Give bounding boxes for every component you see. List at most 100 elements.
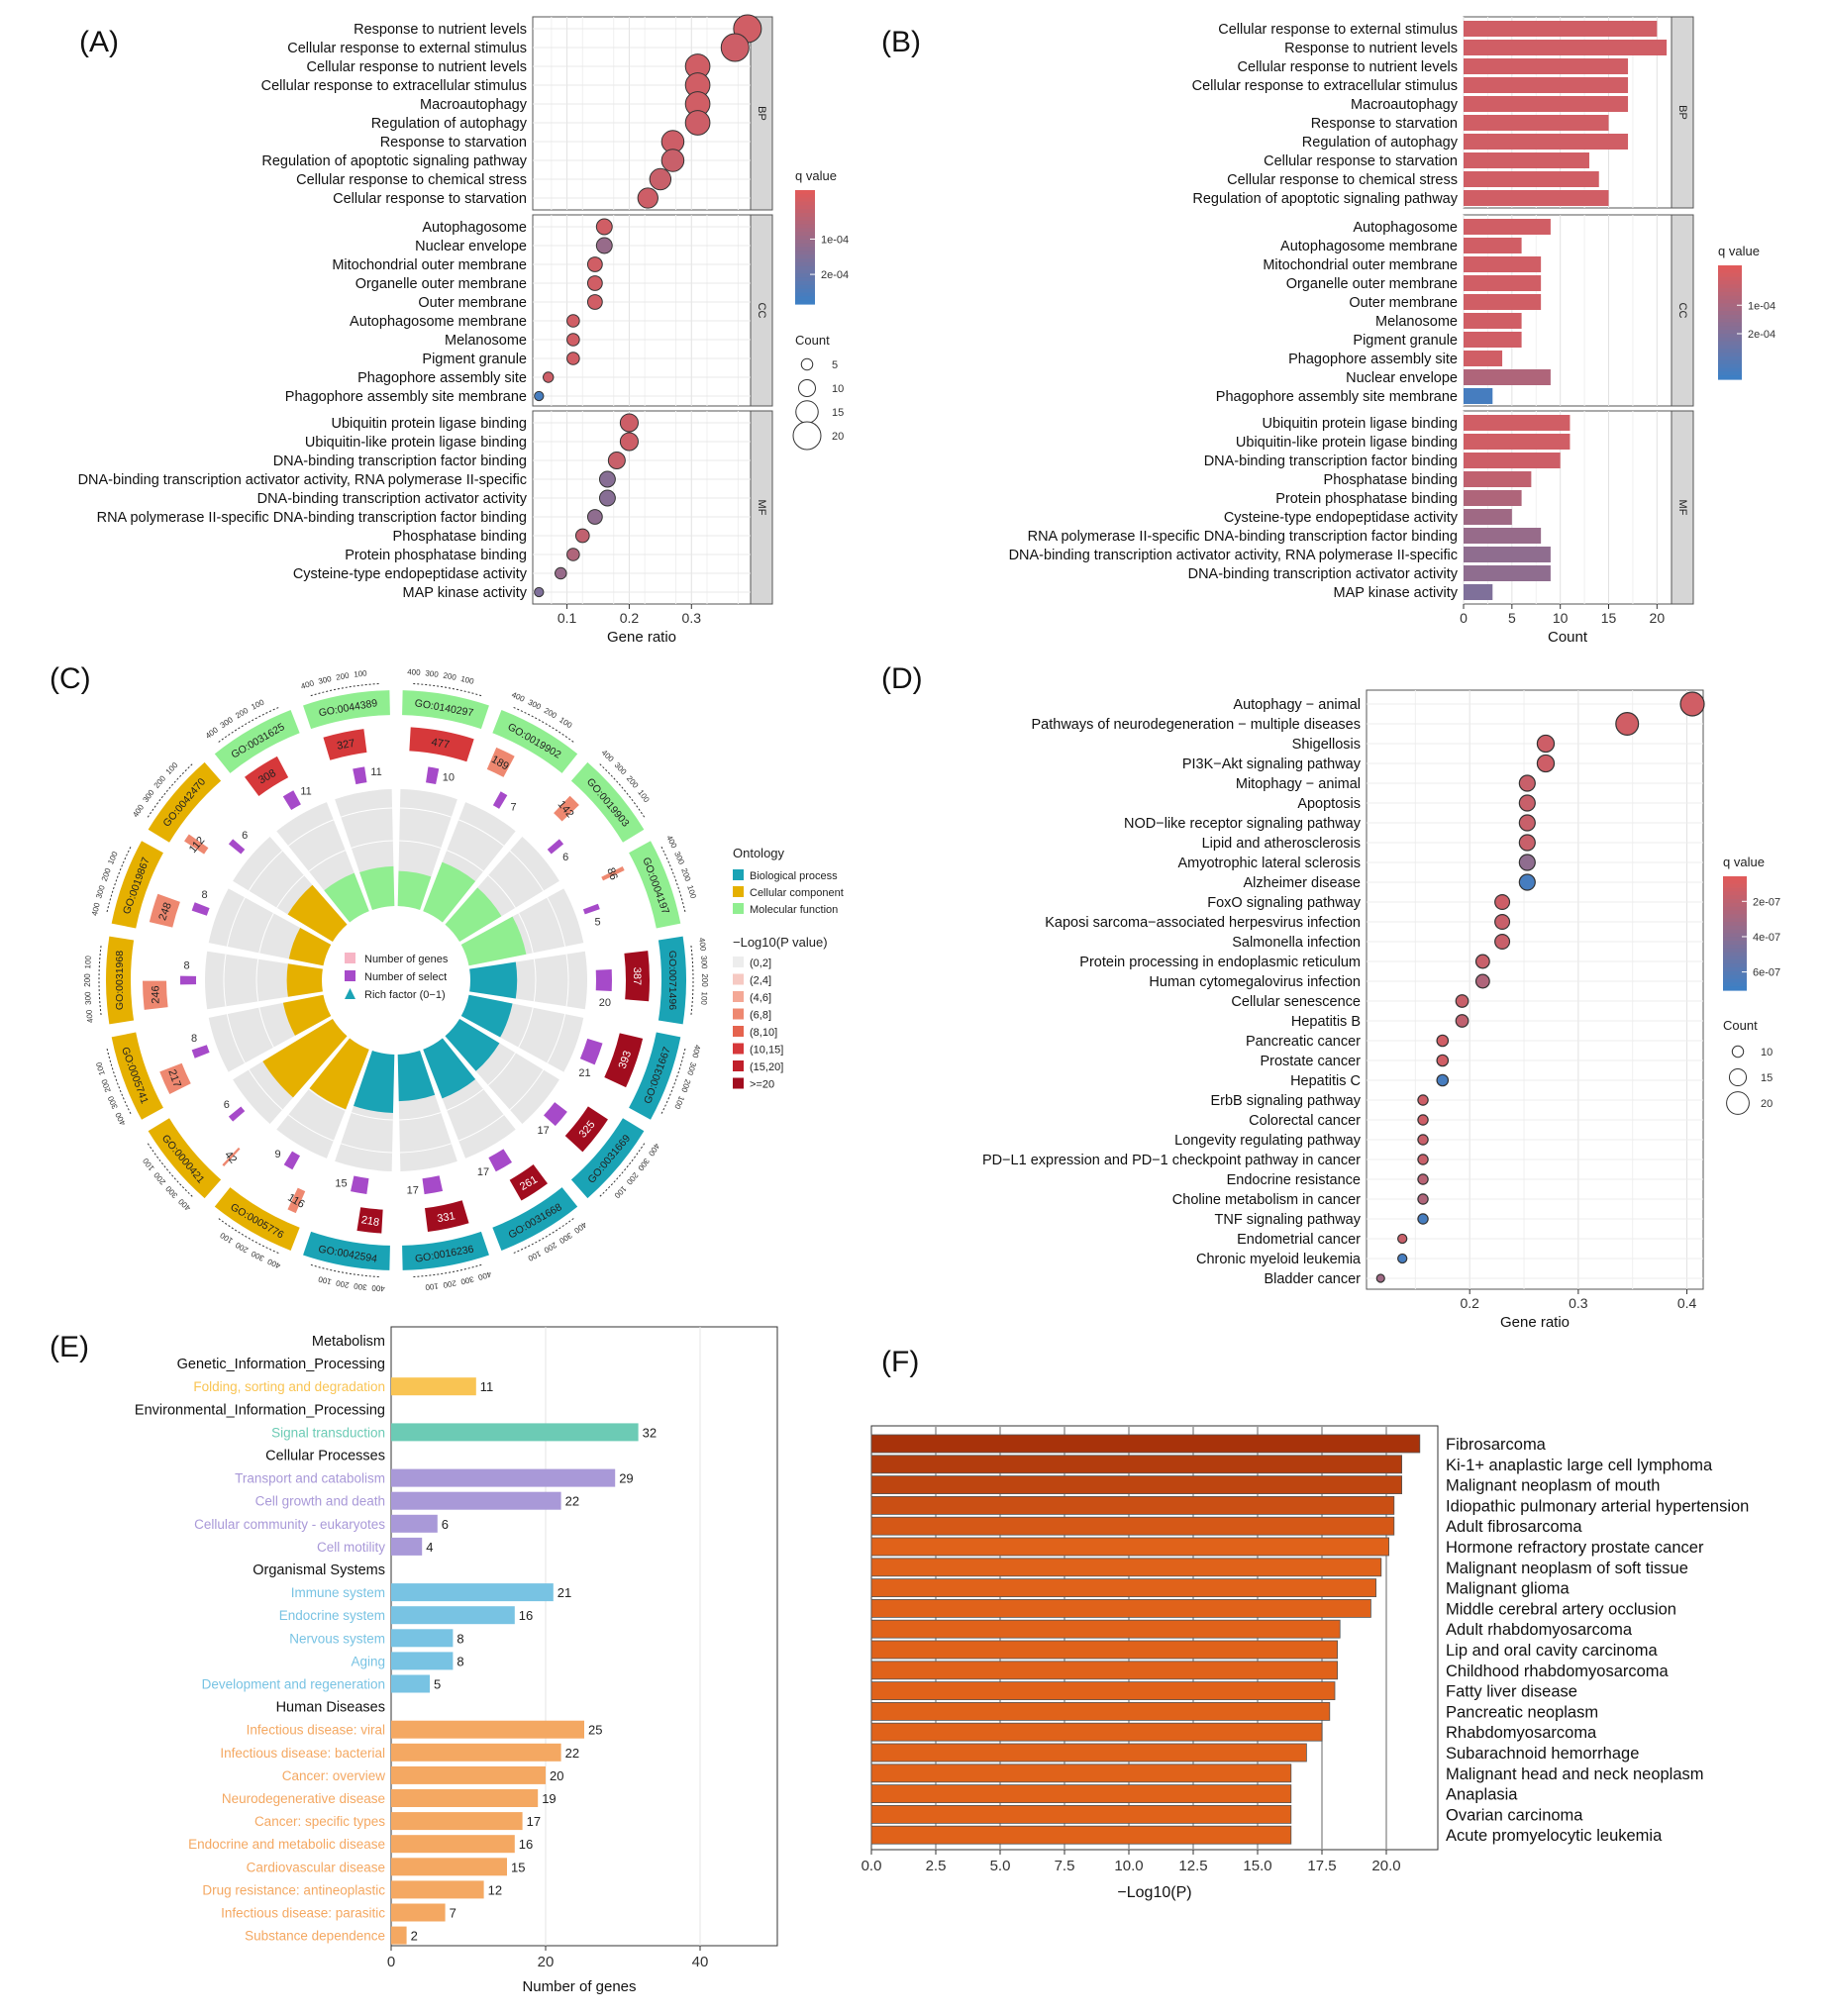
bar xyxy=(391,1468,616,1487)
facet-strip-label: CC xyxy=(756,303,767,319)
legend-gradient-step xyxy=(1718,276,1742,281)
center-legend-swatch xyxy=(345,988,355,999)
scale-tick-label: 100 xyxy=(141,1156,156,1172)
select-count-label: 6 xyxy=(242,830,248,842)
rich-factor-bar xyxy=(309,1038,369,1110)
p-legend-swatch xyxy=(733,1060,744,1071)
scale-tick-label: 400 xyxy=(476,1269,492,1282)
outer-go-sector xyxy=(303,690,390,730)
ontology-legend-label: Molecular function xyxy=(750,904,838,916)
legend-gradient-step xyxy=(795,224,815,229)
legend-gradient-step xyxy=(795,265,815,271)
p-legend-label: (10,15] xyxy=(750,1045,783,1057)
legend-gradient-step xyxy=(1718,280,1742,285)
legend-gradient-step xyxy=(795,201,815,206)
gene-count-bar xyxy=(356,1207,383,1234)
bar xyxy=(1464,332,1522,348)
x-tick-label: 7.5 xyxy=(1055,1858,1075,1874)
bar-value-label: 19 xyxy=(542,1791,556,1806)
legend-gradient-step xyxy=(1723,948,1747,954)
scale-tick-label: 300 xyxy=(425,668,440,679)
bar-value-label: 8 xyxy=(456,1654,463,1668)
legend-gradient-step xyxy=(1718,303,1742,308)
bar xyxy=(1464,77,1629,93)
bar xyxy=(870,1640,1339,1660)
legend-gradient-step xyxy=(1723,941,1747,946)
bar xyxy=(391,1491,561,1510)
bar xyxy=(391,1765,546,1784)
term-label: Cellular response to extracellular stimu… xyxy=(1192,78,1458,94)
rich-gridline xyxy=(248,850,283,891)
legend-gradient-step xyxy=(1718,363,1742,369)
legend-gradient-step xyxy=(1723,918,1747,923)
term-label: Cellular response to starvation xyxy=(333,191,527,207)
x-tick-label: 0.3 xyxy=(1569,1295,1588,1311)
term-label: Autophagosome xyxy=(422,220,527,236)
term-label: MAP kinase activity xyxy=(1334,585,1459,601)
scale-tick-label: 300 xyxy=(94,884,107,900)
legend-tick-label: 2e-04 xyxy=(821,269,849,281)
scale-tick-label: 400 xyxy=(697,937,708,952)
x-tick-label: 0.2 xyxy=(620,610,640,626)
term-label: Autophagosome membrane xyxy=(1280,239,1458,254)
p-legend-swatch xyxy=(733,991,744,1002)
panel-label-e: (E) xyxy=(50,1331,89,1363)
scale-tick-label: 100 xyxy=(636,788,652,805)
dot-point xyxy=(1436,1054,1450,1067)
term-label: Pigment granule xyxy=(1353,333,1458,349)
dot-point xyxy=(1474,954,1490,969)
bar xyxy=(391,1789,539,1807)
scale-tick-label: 300 xyxy=(557,1231,574,1246)
bar xyxy=(391,1903,446,1922)
gene-count-label: 218 xyxy=(360,1214,380,1229)
term-label: Amyotrophic lateral sclerosis xyxy=(1177,856,1361,871)
dot-point xyxy=(1494,933,1511,951)
facet-strip-label: MF xyxy=(756,500,767,516)
legend-gradient-step xyxy=(1723,945,1747,950)
scale-tick-label: 400 xyxy=(300,678,316,691)
legend-tick-label: 2e-07 xyxy=(1753,896,1780,908)
dot-point xyxy=(1417,1134,1429,1146)
bar xyxy=(1464,171,1599,187)
bar xyxy=(870,1516,1395,1536)
x-tick-label: 10.0 xyxy=(1114,1858,1143,1874)
size-legend-label: 15 xyxy=(832,407,844,419)
dot-point xyxy=(586,294,603,310)
select-count-label: 17 xyxy=(538,1125,550,1137)
select-count-bar xyxy=(492,791,508,809)
rich-gridline xyxy=(351,1112,393,1121)
select-count-bar xyxy=(582,903,600,915)
legend-gradient-step xyxy=(795,197,815,203)
gene-count-label: 387 xyxy=(631,967,643,985)
select-count-label: 11 xyxy=(370,766,381,778)
pathway-label: Aging xyxy=(351,1654,385,1668)
legend-gradient-step xyxy=(795,239,815,245)
bar xyxy=(870,1702,1331,1721)
scale-tick-label: 400 xyxy=(176,1196,192,1212)
bar-value-label: 6 xyxy=(442,1517,449,1532)
legend-gradient-step xyxy=(1718,291,1742,297)
term-label: RNA polymerase II-specific DNA-binding t… xyxy=(1028,529,1458,545)
select-count-bar xyxy=(351,1175,369,1194)
term-label: Response to starvation xyxy=(1311,116,1458,132)
scale-tick-label: 400 xyxy=(664,834,678,850)
dot-point xyxy=(534,586,545,598)
x-tick-label: 5.0 xyxy=(990,1858,1011,1874)
x-tick-label: 10 xyxy=(1553,610,1569,626)
scale-tick-label: 200 xyxy=(100,1077,113,1093)
term-label: Phagophore assembly site membrane xyxy=(285,389,527,405)
scale-tick-label: 400 xyxy=(690,1044,702,1059)
p-legend-swatch xyxy=(733,1008,744,1020)
bar xyxy=(391,1629,454,1648)
rich-factor-bar xyxy=(423,1038,476,1099)
scale-tick-label: 300 xyxy=(250,1249,265,1262)
panel-label-f: (F) xyxy=(881,1346,919,1378)
outer-go-sector xyxy=(570,761,645,843)
bar xyxy=(1464,471,1532,487)
term-label: Colorectal cancer xyxy=(1249,1113,1361,1129)
legend-gradient-step xyxy=(795,258,815,263)
dot-point xyxy=(1436,1034,1450,1048)
legend-gradient-step xyxy=(1718,299,1742,304)
scale-tick-label: 300 xyxy=(636,1157,652,1173)
rich-gridline xyxy=(248,1069,283,1111)
